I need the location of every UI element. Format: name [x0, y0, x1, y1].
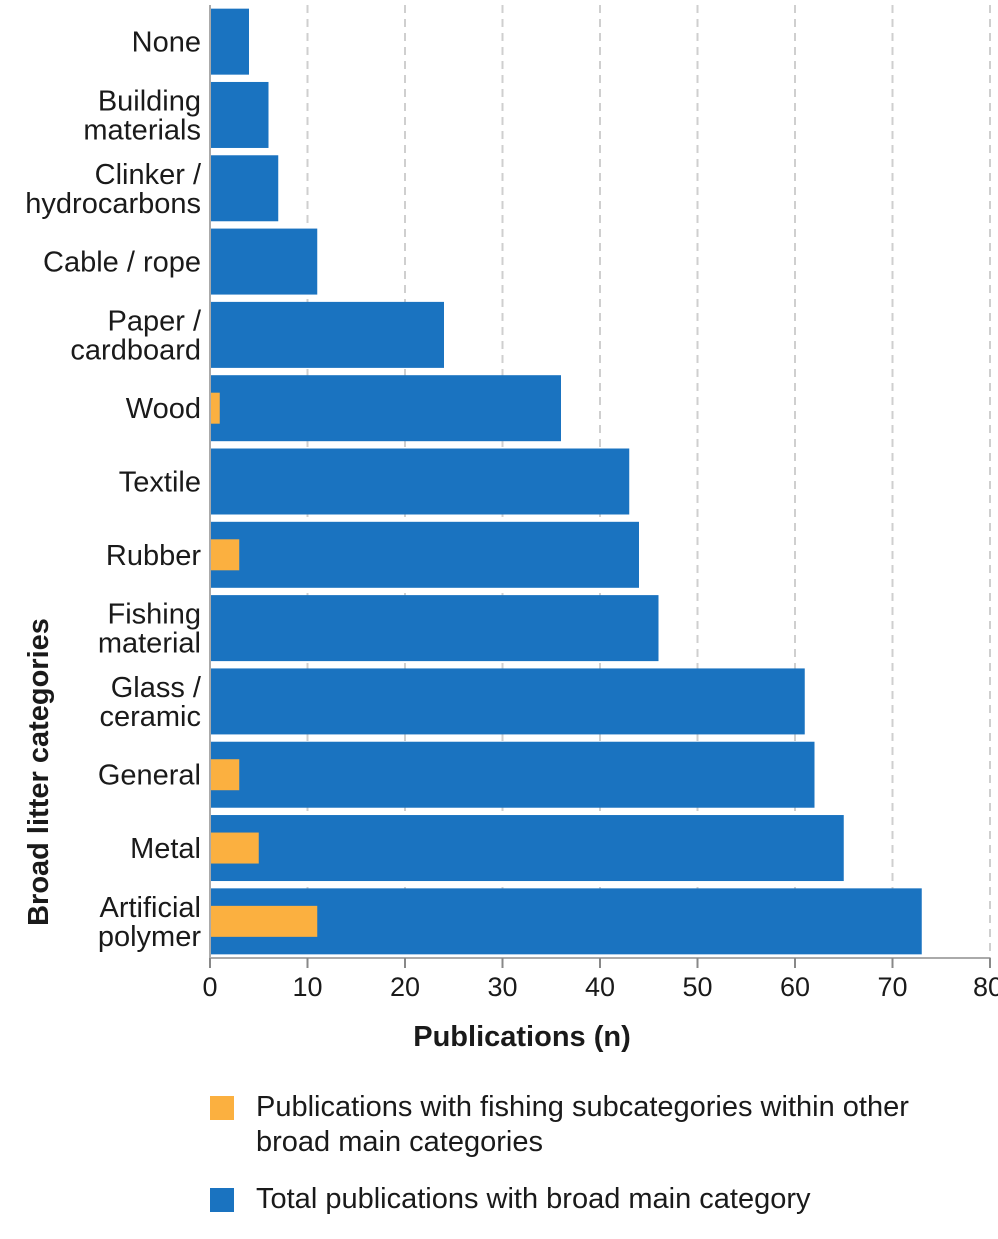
category-label-glass-ceramic-line2: ceramic	[99, 701, 201, 733]
category-label-general: General	[98, 760, 201, 792]
category-label-artificial-polymer-line1: Artificial	[99, 892, 201, 924]
bar-total-glass-ceramic	[210, 668, 805, 735]
y-axis-title: Broad litter categories	[23, 618, 55, 926]
x-tick-label-70: 70	[877, 972, 907, 1002]
x-tick-label-40: 40	[585, 972, 615, 1002]
category-label-paper-cardboard-line1: Paper /	[108, 305, 202, 337]
bar-total-building-materials	[210, 81, 269, 148]
bar-fishing-general	[210, 759, 240, 791]
bar-fishing-wood	[210, 392, 220, 424]
category-label-fishing-material-line2: material	[98, 628, 201, 660]
legend: Publications with fishing subcategories …	[210, 1090, 970, 1239]
x-tick-label-20: 20	[390, 972, 420, 1002]
x-tick-label-10: 10	[292, 972, 322, 1002]
category-label-rubber: Rubber	[106, 540, 201, 572]
x-tick-label-0: 0	[202, 972, 217, 1002]
category-label-metal: Metal	[130, 833, 201, 865]
bar-fishing-artificial-polymer	[210, 905, 318, 937]
category-label-clinker-hydrocarbons-line1: Clinker /	[95, 159, 202, 191]
legend-item-total-publications: Total publications with broad main categ…	[210, 1182, 970, 1217]
legend-swatch-blue	[210, 1188, 234, 1212]
category-label-building-materials-line2: materials	[83, 114, 201, 146]
bar-fishing-metal	[210, 832, 259, 864]
legend-item-fishing-subcategories: Publications with fishing subcategories …	[210, 1090, 970, 1160]
x-tick-label-30: 30	[487, 972, 517, 1002]
legend-label-fishing-subcategories: Publications with fishing subcategories …	[256, 1091, 909, 1158]
bar-total-textile	[210, 448, 630, 515]
x-tick-label-60: 60	[780, 972, 810, 1002]
bars	[210, 8, 922, 955]
category-label-fishing-material-line1: Fishing	[108, 599, 202, 631]
bar-total-cable-rope	[210, 228, 318, 295]
bar-total-rubber	[210, 521, 639, 588]
x-axis-title: Publications (n)	[413, 1021, 631, 1053]
category-label-artificial-polymer-line2: polymer	[98, 921, 201, 953]
bar-total-paper-cardboard	[210, 301, 444, 368]
bar-total-artificial-polymer	[210, 888, 922, 955]
category-label-textile: Textile	[119, 467, 201, 499]
bar-total-fishing-material	[210, 595, 659, 662]
legend-label-total-publications: Total publications with broad main categ…	[256, 1183, 811, 1215]
x-tick-label-50: 50	[682, 972, 712, 1002]
bar-total-general	[210, 741, 815, 808]
bar-total-metal	[210, 815, 844, 882]
bar-total-none	[210, 8, 249, 75]
category-label-wood: Wood	[126, 393, 201, 425]
legend-swatch-orange	[210, 1096, 234, 1120]
category-label-glass-ceramic-line1: Glass /	[111, 672, 202, 704]
category-label-none: None	[132, 27, 201, 59]
x-axis: 0 10 20 30 40 50 60 70 80	[202, 5, 998, 1002]
category-label-paper-cardboard-line2: cardboard	[70, 334, 201, 366]
x-tick-label-80: 80	[973, 972, 998, 1002]
category-label-building-materials-line1: Building	[98, 85, 201, 117]
bar-total-clinker-hydrocarbons	[210, 155, 279, 222]
bar-total-wood	[210, 375, 561, 442]
category-label-cable-rope: Cable / rope	[43, 247, 201, 279]
category-label-clinker-hydrocarbons-line2: hydrocarbons	[25, 188, 201, 220]
bar-fishing-rubber	[210, 539, 240, 571]
